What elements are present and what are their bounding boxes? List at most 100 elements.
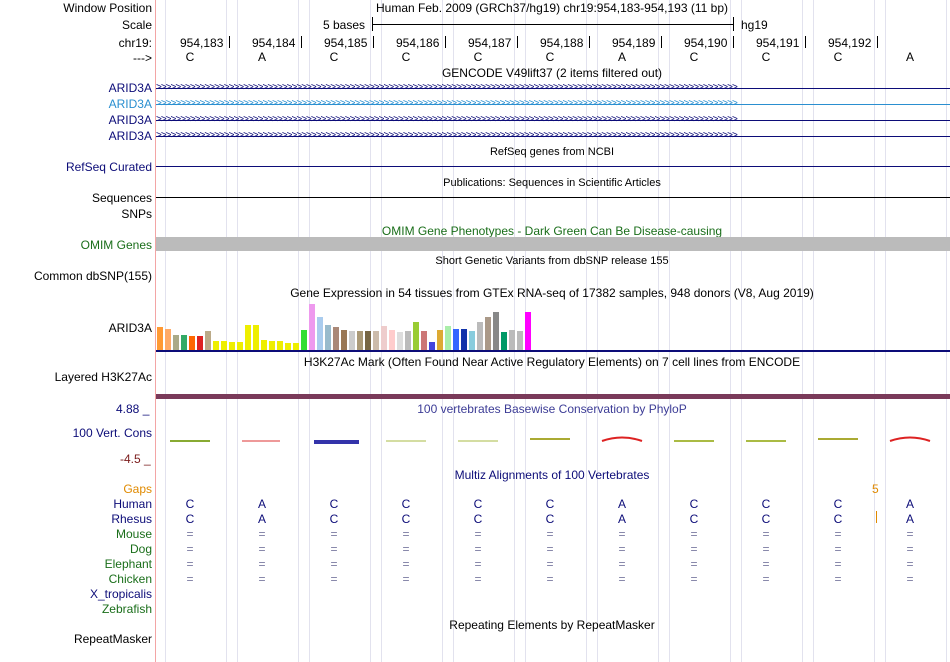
alignment-base: = [690, 557, 698, 571]
repeatmasker-track-title[interactable]: Repeating Elements by RepeatMasker [449, 618, 655, 632]
gtex-tissue-bar[interactable] [381, 326, 387, 350]
gtex-tissue-bar[interactable] [437, 330, 443, 350]
gtex-tissue-bar[interactable] [213, 341, 219, 350]
gtex-tissue-bar[interactable] [317, 317, 323, 350]
gtex-tissue-bar[interactable] [189, 336, 195, 350]
gtex-track-title[interactable]: Gene Expression in 54 tissues from GTEx … [290, 286, 814, 300]
gtex-tissue-bar[interactable] [261, 340, 267, 350]
gtex-tissue-bar[interactable] [413, 322, 419, 350]
h3k27ac-track-label[interactable]: Layered H3K27Ac [54, 370, 152, 384]
gtex-tissue-bar[interactable] [445, 326, 451, 350]
h3k27ac-track-title[interactable]: H3K27Ac Mark (Often Found Near Active Re… [303, 355, 801, 369]
gencode-item-line[interactable] [156, 104, 950, 105]
alignment-base: C [329, 512, 339, 526]
gtex-tissue-bar[interactable] [349, 331, 355, 350]
gtex-expression-chart[interactable] [156, 300, 950, 350]
alignment-base: = [402, 557, 410, 571]
gtex-tissue-bar[interactable] [325, 325, 331, 350]
gtex-tissue-bar[interactable] [253, 325, 259, 350]
gtex-tissue-bar[interactable] [205, 331, 211, 350]
gtex-tissue-bar[interactable] [421, 331, 427, 350]
omim-track-label[interactable]: OMIM Genes [80, 238, 152, 252]
base: A [617, 50, 627, 64]
gencode-item-label[interactable]: ARID3A [108, 129, 152, 143]
species-label[interactable]: Chicken [108, 572, 152, 586]
gtex-tissue-bar[interactable] [373, 331, 379, 350]
window-title[interactable]: Human Feb. 2009 (GRCh37/hg19) chr19:954,… [375, 1, 729, 15]
omim-feature-bar[interactable] [156, 237, 950, 251]
dbsnp-track-label[interactable]: Common dbSNP(155) [33, 269, 152, 283]
gtex-tissue-bar[interactable] [405, 331, 411, 350]
gtex-gene-label[interactable]: ARID3A [108, 321, 152, 335]
gtex-tissue-bar[interactable] [245, 325, 251, 350]
gencode-item-line[interactable] [156, 120, 950, 121]
gtex-tissue-bar[interactable] [493, 312, 499, 350]
refseq-track-title[interactable]: RefSeq genes from NCBI [489, 146, 615, 158]
species-label[interactable]: X_tropicalis [89, 587, 152, 601]
gtex-tissue-bar[interactable] [181, 335, 187, 350]
gtex-tissue-bar[interactable] [429, 342, 435, 350]
gtex-tissue-bar[interactable] [269, 341, 275, 350]
phylop-track-title[interactable]: 100 vertebrates Basewise Conservation by… [417, 402, 687, 416]
species-label[interactable]: Dog [129, 542, 152, 556]
gencode-item-label[interactable]: ARID3A [108, 81, 152, 95]
species-label[interactable]: Human [113, 497, 152, 511]
gtex-tissue-bar[interactable] [525, 312, 531, 350]
gtex-tissue-bar[interactable] [461, 329, 467, 350]
gtex-tissue-bar[interactable] [221, 341, 227, 350]
gtex-tissue-bar[interactable] [397, 332, 403, 350]
species-label[interactable]: Elephant [104, 557, 152, 571]
gtex-tissue-bar[interactable] [237, 342, 243, 350]
species-label[interactable]: Rhesus [111, 512, 152, 526]
gtex-tissue-bar[interactable] [285, 343, 291, 350]
gencode-item-label[interactable]: ARID3A [108, 113, 152, 127]
alignment-base: A [257, 512, 267, 526]
snps-track-label[interactable]: SNPs [121, 207, 152, 221]
gencode-item-line[interactable] [156, 136, 950, 137]
publications-track-title[interactable]: Publications: Sequences in Scientific Ar… [443, 177, 661, 189]
gencode-item-label[interactable]: ARID3A [108, 97, 152, 111]
gtex-tissue-bar[interactable] [333, 327, 339, 350]
gtex-tissue-bar[interactable] [469, 331, 475, 350]
refseq-track-label[interactable]: RefSeq Curated [65, 160, 152, 174]
gtex-tissue-bar[interactable] [341, 330, 347, 350]
multiz-track-title[interactable]: Multiz Alignments of 100 Vertebrates [454, 468, 650, 482]
species-label[interactable]: Mouse [115, 527, 152, 541]
position-tick [373, 36, 374, 48]
gtex-tissue-bar[interactable] [365, 331, 371, 350]
alignment-base: = [474, 542, 482, 556]
gtex-tissue-bar[interactable] [301, 330, 307, 350]
gencode-track-title[interactable]: GENCODE V49lift37 (2 items filtered out) [441, 66, 663, 80]
gtex-tissue-bar[interactable] [165, 329, 171, 350]
alignment-base: C [473, 512, 483, 526]
gencode-item-line[interactable] [156, 88, 950, 89]
phylop-track-label[interactable]: 100 Vert. Cons [72, 426, 152, 440]
gtex-tissue-bar[interactable] [509, 330, 515, 350]
sequences-track-label[interactable]: Sequences [91, 191, 152, 205]
omim-track-title[interactable]: OMIM Gene Phenotypes - Dark Green Can Be… [381, 224, 723, 238]
gtex-tissue-bar[interactable] [293, 343, 299, 350]
gtex-tissue-bar[interactable] [309, 304, 315, 350]
gtex-tissue-bar[interactable] [389, 330, 395, 350]
alignment-base: = [906, 572, 914, 586]
position-tick [517, 36, 518, 48]
alignment-base: C [833, 497, 843, 511]
gtex-tissue-bar[interactable] [197, 336, 203, 350]
gtex-tissue-bar[interactable] [173, 335, 179, 350]
gtex-tissue-bar[interactable] [501, 332, 507, 350]
gtex-tissue-bar[interactable] [517, 331, 523, 350]
gtex-tissue-bar[interactable] [485, 317, 491, 350]
gtex-tissue-bar[interactable] [453, 329, 459, 350]
alignment-base: = [258, 542, 266, 556]
gtex-tissue-bar[interactable] [229, 342, 235, 350]
gtex-tissue-bar[interactable] [477, 322, 483, 350]
gtex-tissue-bar[interactable] [157, 327, 163, 350]
gtex-tissue-bar[interactable] [357, 331, 363, 350]
dbsnp-track-title[interactable]: Short Genetic Variants from dbSNP releas… [435, 255, 669, 267]
phylop-signal [170, 436, 931, 444]
species-label[interactable]: Zebrafish [101, 602, 152, 616]
gtex-tissue-bar[interactable] [277, 341, 283, 350]
gridline [658, 0, 659, 662]
repeatmasker-track-label[interactable]: RepeatMasker [73, 632, 152, 646]
alignment-base: C [185, 497, 195, 511]
